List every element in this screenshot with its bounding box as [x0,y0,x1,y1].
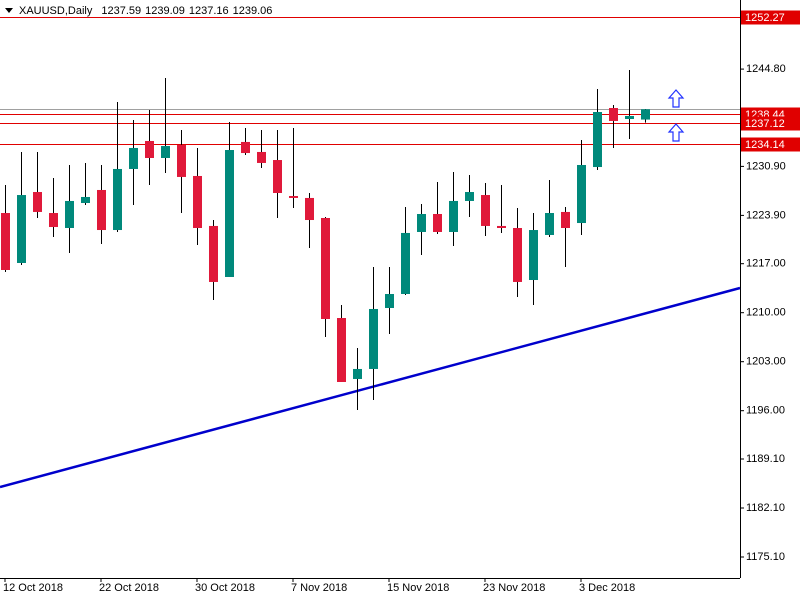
candle-body [241,141,250,154]
candle-body [465,192,474,201]
y-tick-label: 1196.00 [746,405,785,417]
x-tick-label: 7 Nov 2018 [291,582,347,594]
x-tick-label: 23 Nov 2018 [483,582,545,594]
candle-body [65,200,74,228]
header-close: 1239.06 [233,5,273,17]
x-tick-label: 30 Oct 2018 [195,582,255,594]
candle-body [273,160,282,193]
y-tick-label: 1217.00 [746,258,786,270]
candle-body [561,211,570,228]
candle-body [609,108,618,121]
candle-body [481,195,490,226]
x-tick-label: 12 Oct 2018 [3,582,63,594]
candle-body [49,213,58,228]
candle-body [577,164,586,224]
axis-layer: 1175.10 1182.10 1189.10 1196.00 1203.00 1210.… [3,10,800,594]
level-tag [741,10,800,25]
candle-body [497,225,506,228]
y-tick-label: 1244.80 [746,63,786,75]
candle-body [209,225,218,282]
symbol-menu-arrow[interactable] [5,8,13,13]
candle-body [305,197,314,221]
candle-body [145,140,154,158]
candle-body [369,308,378,369]
candle-body [257,151,266,163]
candle-body [17,195,26,263]
candle-body [401,232,410,295]
candle-body [529,230,538,281]
header-open: 1237.59 [101,5,141,17]
candle-body [417,213,426,232]
buy-arrow-icon [667,123,685,142]
candle-body [33,192,42,212]
line-layer [0,17,741,489]
header-high: 1239.09 [145,5,185,17]
candle-body [81,196,90,204]
candle-body [337,318,346,382]
header-low: 1237.16 [189,5,229,17]
level-tag [741,116,800,131]
candle-layer [1,70,650,410]
candle-body [97,189,106,231]
candle-body [641,109,650,120]
symbol: XAUUSD,Daily [19,5,93,17]
candle-body [193,175,202,228]
trend-line [0,286,741,489]
chart-header: XAUUSD,Daily 1237.59 1239.09 1237.16 1239.06 [19,5,272,17]
x-tick-label: 15 Nov 2018 [387,582,449,594]
candle-body [177,144,186,177]
buy-arrow-icon [667,89,685,108]
candle-body [289,196,298,198]
candle-body [129,147,138,169]
y-tick-label: 1189.10 [746,453,785,465]
candle-body [353,368,362,379]
candle-body [433,213,442,232]
candle-body [161,146,170,158]
candle-body [625,115,634,120]
level-tag-label: 1252.27 [745,12,785,24]
candle-body [225,150,234,277]
y-tick-label: 1230.90 [746,160,786,172]
level-tag [741,137,800,152]
x-tick-label: 22 Oct 2018 [99,582,159,594]
candle-body [449,200,458,232]
candle-body [321,217,330,319]
candle-body [1,213,10,270]
candle-body [593,112,602,168]
y-tick-label: 1223.90 [746,209,786,221]
candle-body [545,213,554,235]
y-tick-label: 1175.10 [746,551,785,563]
x-tick-label: 3 Dec 2018 [579,582,635,594]
candle-body [385,294,394,309]
level-tag-label: 1237.12 [745,118,785,130]
y-tick-label: 1210.00 [746,307,786,319]
candle-body [113,168,122,231]
level-tag-label: 1234.14 [745,139,785,151]
candle-body [513,227,522,282]
y-tick-label: 1182.10 [746,502,785,514]
y-tick-label: 1203.00 [746,356,786,368]
